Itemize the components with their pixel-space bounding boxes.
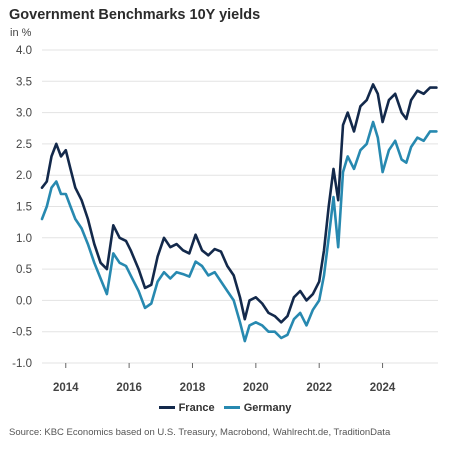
legend-item-france: France: [158, 401, 215, 414]
x-tick-label: 2022: [306, 382, 332, 394]
y-tick-label: -1.0: [12, 358, 32, 370]
x-tick-label: 2020: [243, 382, 269, 394]
legend-item-germany: Germany: [223, 401, 292, 414]
y-tick-label: 2.5: [16, 139, 32, 151]
y-tick-label: 0.5: [16, 264, 32, 276]
y-tick-label: 3.5: [16, 76, 32, 88]
legend-label-germany: Germany: [243, 401, 292, 414]
line-chart: 4.0 3.5 3.0 2.5 2.0 1.5 1.0 0.5 0.0 -0.5 -1.0 2014…: [12, 45, 438, 394]
x-tick-label: 2014: [53, 382, 79, 394]
y-axis: 4.0 3.5 3.0 2.5 2.0 1.5 1.0 0.5 0.0 -0.5 -1.0: [12, 45, 32, 370]
x-tick-label: 2018: [180, 382, 206, 394]
series-line-france: [40, 83, 438, 324]
y-tick-label: 4.0: [16, 45, 32, 57]
x-tick-label: 2016: [116, 382, 142, 394]
gridlines: [42, 49, 438, 364]
legend-label-france: France: [178, 401, 215, 414]
source-note: Source: KBC Economics based on U.S. Trea…: [9, 427, 391, 438]
y-tick-label: 1.5: [16, 202, 32, 214]
plot-area: [40, 83, 438, 343]
y-tick-label: 3.0: [16, 108, 32, 120]
series-line-germany: [40, 120, 438, 343]
y-tick-label: 2.0: [16, 170, 32, 182]
legend-swatch-france: [158, 406, 175, 409]
chart-title: Government Benchmarks 10Y yields: [9, 7, 261, 23]
x-axis: 2014 2016 2018 2020 2022 2024: [53, 363, 396, 394]
y-tick-label: -0.5: [12, 327, 32, 339]
legend-swatch-germany: [223, 406, 240, 409]
legend: France Germany: [0, 400, 450, 414]
y-tick-label: 0.0: [16, 295, 32, 307]
y-tick-label: 1.0: [16, 233, 32, 245]
x-tick-label: 2024: [370, 382, 396, 394]
y-axis-unit: in %: [10, 27, 32, 39]
